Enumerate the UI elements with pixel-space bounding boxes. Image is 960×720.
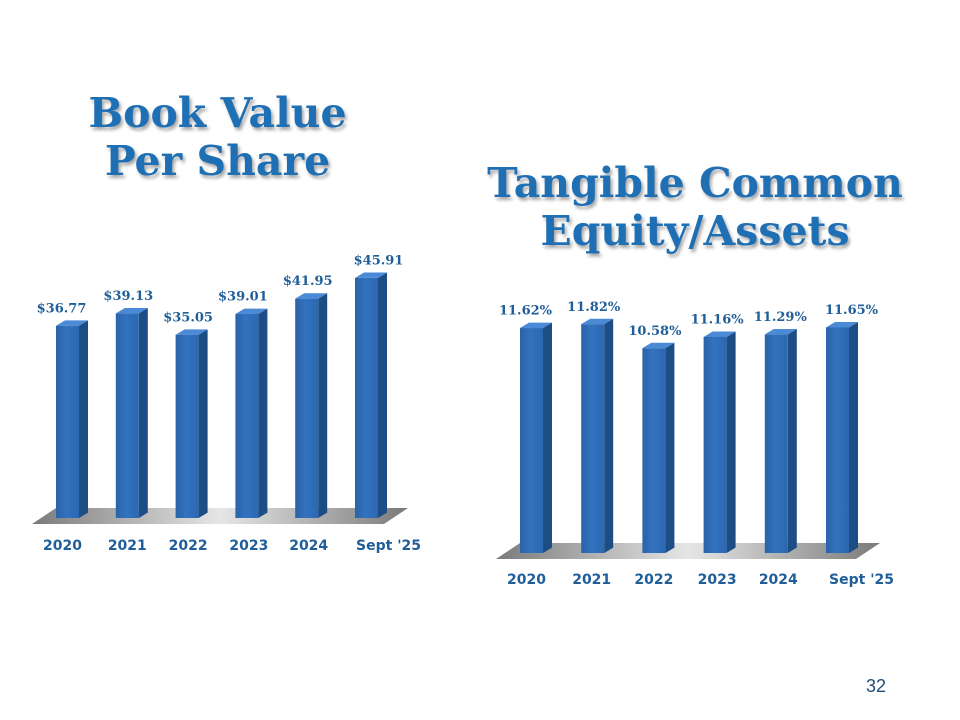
bvps-data-label: $39.13: [103, 289, 153, 304]
bvps-bar: [295, 293, 328, 518]
tce-bar: [520, 322, 552, 553]
bvps-category-label: 2021: [108, 538, 147, 554]
tce-bar: [826, 322, 858, 553]
bvps-category-label: 2023: [229, 538, 268, 554]
bvps-bar: [56, 320, 88, 518]
tce-data-label: 11.29%: [754, 310, 808, 325]
bvps-data-label: $41.95: [283, 274, 333, 289]
tce-category-label: 2023: [698, 572, 737, 588]
bvps-category-label: 2020: [43, 538, 82, 554]
tce-bar: [703, 331, 736, 553]
page-number: 32: [865, 676, 886, 696]
tce-bar: [581, 318, 614, 553]
bvps-bar: [235, 308, 268, 518]
tce-title-line-1: Tangible Common: [487, 159, 903, 207]
tce-bar: [764, 329, 797, 553]
tce-data-label: 10.58%: [628, 324, 682, 339]
tce-data-label: 11.82%: [567, 300, 621, 315]
bvps-category-label: 2022: [169, 538, 208, 554]
bvps-data-label: $45.91: [354, 254, 404, 269]
tce-data-label: 11.65%: [825, 303, 879, 318]
tce-data-label: 11.62%: [499, 304, 553, 319]
tce-floor: [496, 543, 880, 559]
bvps-data-label: $39.01: [218, 290, 268, 305]
tce-category-label: 2024: [759, 572, 798, 588]
bvps-data-label: $35.05: [163, 310, 213, 325]
tce-bar: [642, 342, 675, 553]
tce-chart-title: Tangible Common Equity/Assets: [440, 159, 950, 255]
tce-data-label: 11.16%: [691, 313, 745, 328]
bvps-title-line-1: Book Value: [88, 89, 347, 137]
bvps-bar: [175, 329, 208, 518]
bvps-bar: [115, 307, 148, 518]
bvps-title-line-2: Per Share: [104, 136, 331, 185]
bvps-category-label: Sept '25: [356, 538, 421, 554]
bvps-chart-title: Book Value Per Share: [40, 89, 395, 185]
bvps-bar: [355, 272, 387, 518]
bvps-category-label: 2024: [289, 538, 328, 554]
bvps-data-label: $36.77: [37, 301, 87, 316]
tce-title-line-2: Equity/Assets: [540, 206, 850, 255]
tce-category-label: Sept '25: [829, 572, 894, 588]
tce-category-label: 2020: [507, 572, 546, 588]
tce-category-label: 2021: [572, 572, 611, 588]
tce-category-label: 2022: [634, 572, 673, 588]
